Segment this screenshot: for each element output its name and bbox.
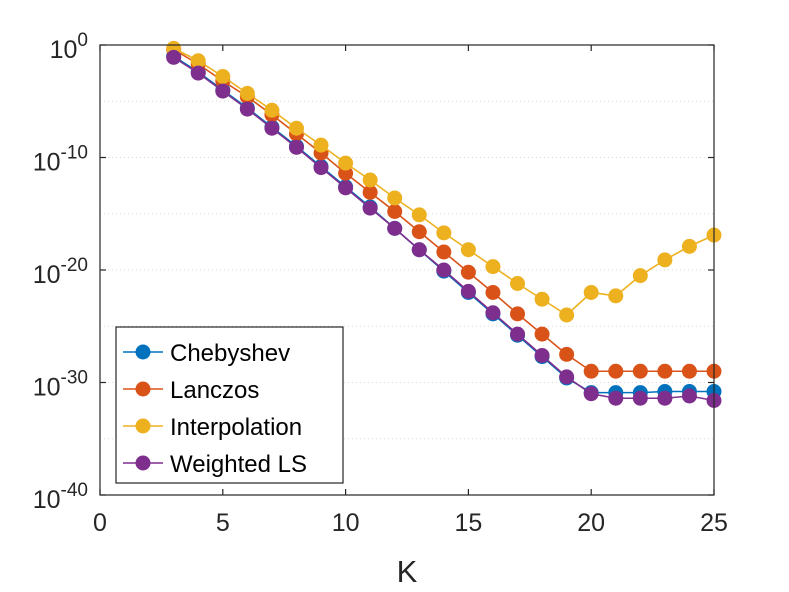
data-point-weighted-ls: [608, 390, 624, 406]
x-tick-label: 5: [216, 509, 230, 537]
data-point-lanczos: [632, 363, 648, 379]
data-point-interpolation: [559, 307, 575, 323]
data-point-interpolation: [387, 190, 403, 206]
x-tick-label: 25: [700, 509, 728, 537]
data-point-lanczos: [559, 346, 575, 362]
data-point-weighted-ls: [190, 65, 206, 81]
data-point-interpolation: [510, 276, 526, 291]
x-tick-label: 0: [93, 509, 107, 537]
data-point-interpolation: [534, 291, 550, 307]
x-tick-label: 20: [577, 509, 605, 537]
data-point-interpolation: [608, 288, 624, 304]
data-point-interpolation: [657, 252, 673, 268]
data-point-weighted-ls: [239, 101, 255, 117]
data-point-interpolation: [583, 285, 599, 300]
data-point-lanczos: [411, 224, 427, 240]
data-point-weighted-ls: [215, 83, 231, 99]
data-point-lanczos: [608, 363, 624, 379]
data-point-weighted-ls: [510, 326, 526, 342]
data-point-weighted-ls: [632, 390, 648, 406]
y-tick-label: 10-40: [33, 480, 88, 514]
legend-marker: [135, 455, 151, 471]
data-point-interpolation: [190, 53, 206, 69]
data-point-weighted-ls: [559, 369, 575, 385]
legend-item-interpolation: Interpolation: [123, 414, 302, 441]
data-point-interpolation: [681, 238, 697, 254]
series-interpolation: [166, 40, 722, 323]
data-point-weighted-ls: [313, 160, 329, 176]
data-point-lanczos: [583, 363, 599, 379]
data-point-lanczos: [534, 326, 550, 342]
data-point-interpolation: [264, 102, 280, 118]
data-point-lanczos: [460, 264, 476, 280]
data-point-lanczos: [362, 184, 378, 200]
data-point-weighted-ls: [166, 49, 182, 65]
series-layer: [166, 40, 722, 408]
y-tick-label: 10-10: [33, 143, 88, 177]
data-point-lanczos: [485, 285, 501, 300]
x-tick-label: 15: [454, 509, 482, 537]
x-axis-label: K: [397, 554, 418, 589]
data-point-weighted-ls: [411, 242, 427, 258]
data-point-interpolation: [338, 155, 354, 171]
data-point-interpolation: [215, 69, 231, 84]
legend-item-lanczos: Lanczos: [123, 377, 259, 404]
legend-item-weighted-ls: Weighted LS: [123, 451, 307, 478]
data-point-interpolation: [313, 137, 329, 153]
data-point-interpolation: [362, 172, 378, 188]
data-point-weighted-ls: [387, 220, 403, 236]
data-point-weighted-ls: [534, 348, 550, 363]
legend-marker: [135, 344, 151, 360]
data-point-interpolation: [485, 259, 501, 275]
legend-item-chebyshev: Chebyshev: [123, 340, 290, 367]
data-point-lanczos: [681, 363, 697, 379]
series-weighted-ls: [166, 49, 722, 408]
legend-label: Interpolation: [170, 414, 302, 441]
y-tick-label: 10-30: [33, 368, 88, 402]
legend-marker: [135, 418, 151, 434]
data-point-weighted-ls: [657, 390, 673, 406]
legend-label: Weighted LS: [170, 451, 307, 478]
legend: Chebyshev Lanczos Interpolation Weighted LS: [115, 326, 344, 484]
ticks: [99, 44, 715, 496]
tick-labels: 100 10-10 10-20 10-30 10-400 5 10 15 20 25: [33, 30, 728, 537]
data-point-lanczos: [510, 306, 526, 322]
data-point-weighted-ls: [436, 262, 452, 278]
data-point-lanczos: [436, 244, 452, 260]
data-point-weighted-ls: [460, 283, 476, 299]
legend-marker: [135, 381, 151, 397]
data-point-weighted-ls: [338, 180, 354, 196]
legend-box: [115, 326, 344, 484]
data-point-weighted-ls: [681, 388, 697, 404]
y-tick-label: 10-20: [33, 255, 88, 289]
data-point-lanczos: [657, 363, 673, 379]
x-tick-label: 10: [332, 509, 360, 537]
legend-label: Chebyshev: [170, 340, 290, 367]
data-point-lanczos: [387, 204, 403, 219]
data-point-interpolation: [632, 268, 648, 284]
data-point-weighted-ls: [264, 120, 280, 136]
data-point-interpolation: [460, 242, 476, 258]
data-point-interpolation: [288, 120, 304, 136]
data-point-interpolation: [411, 207, 427, 223]
data-point-weighted-ls: [485, 305, 501, 321]
legend-label: Lanczos: [170, 377, 259, 404]
y-tick-label: 100: [50, 30, 88, 64]
data-point-weighted-ls: [288, 139, 304, 155]
data-point-weighted-ls: [583, 386, 599, 402]
data-point-interpolation: [436, 225, 452, 241]
data-point-interpolation: [239, 85, 255, 101]
data-point-weighted-ls: [362, 200, 378, 216]
